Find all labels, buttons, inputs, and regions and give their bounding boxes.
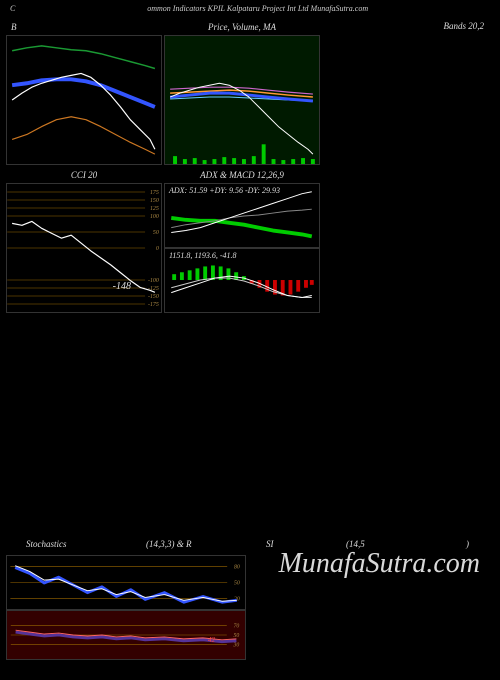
cci-title: CCI 20 (71, 170, 97, 180)
cci-chart: 175 150 125 100 50 0 -100 -125 -150 -175 (7, 184, 161, 312)
svg-text:125: 125 (150, 206, 159, 212)
price-ma-chart (165, 36, 319, 164)
panel-stochastics: 805020 (6, 555, 246, 610)
stoch-title-si: SI (266, 539, 274, 549)
adx-title: ADX & MACD 12,26,9 (200, 170, 284, 180)
svg-text:-175: -175 (148, 302, 159, 308)
svg-text:-125: -125 (148, 286, 159, 292)
stoch-title-left: Stochastics (26, 539, 67, 549)
svg-text:100: 100 (150, 214, 159, 220)
panel-bbands: B (6, 35, 162, 165)
header-left-char: C (10, 4, 15, 13)
svg-text:70: 70 (234, 623, 240, 629)
cci-value-label: -148 (113, 281, 131, 292)
svg-text:80: 80 (234, 565, 240, 571)
stoch-chart: 805020 (7, 556, 245, 609)
rsi-value-label: 42 (208, 636, 215, 644)
stoch-title-end: ) (466, 539, 469, 549)
panel-price-ma: Price, Volume, MA (164, 35, 320, 165)
panel-cci: CCI 20 175150125100500-100-125-150-175 -… (6, 183, 162, 313)
bbands-title-right: Bands 20,2 (444, 21, 485, 31)
svg-text:50: 50 (234, 580, 240, 586)
stoch-title-right: (14,5 (346, 539, 365, 549)
bbands-chart (7, 36, 161, 164)
bbands-title-left: B (11, 22, 17, 32)
svg-text:0: 0 (156, 246, 159, 252)
stoch-title-mid: (14,3,3) & R (146, 539, 192, 549)
svg-text:175: 175 (150, 190, 159, 196)
price-ma-title: Price, Volume, MA (208, 22, 276, 32)
macd-values-label: 1151.8, 1193.6, -41.8 (169, 251, 236, 260)
svg-text:30: 30 (233, 643, 240, 649)
header-text: ommon Indicators KPIL Kalpataru Project … (147, 4, 368, 13)
page-header: C ommon Indicators KPIL Kalpataru Projec… (0, 0, 500, 17)
adx-values-label: ADX: 51.59 +DY: 9.56 -DY: 29.93 (169, 186, 280, 195)
rsi-chart: 70 50 30 (7, 611, 245, 659)
panel-macd: 1151.8, 1193.6, -41.8 (164, 248, 320, 313)
svg-text:50: 50 (153, 230, 159, 236)
panel-adx: ADX & MACD 12,26,9 ADX: 51.59 +DY: 9.56 … (164, 183, 320, 248)
svg-text:-100: -100 (148, 278, 159, 284)
panel-rsi: 70 50 30 42 (6, 610, 246, 660)
svg-text:-150: -150 (148, 294, 159, 300)
svg-text:150: 150 (150, 198, 159, 204)
svg-text:50: 50 (234, 633, 240, 639)
